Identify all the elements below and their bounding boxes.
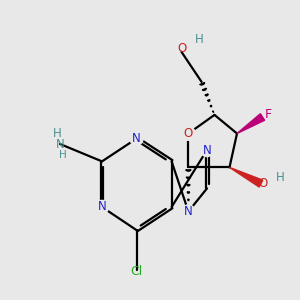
Polygon shape — [188, 207, 189, 208]
Text: H: H — [59, 150, 67, 161]
Circle shape — [182, 127, 195, 140]
Polygon shape — [208, 100, 210, 101]
Text: N: N — [56, 137, 64, 151]
Text: O: O — [177, 42, 186, 56]
Polygon shape — [205, 94, 208, 96]
Polygon shape — [186, 170, 191, 171]
Text: N: N — [132, 132, 141, 145]
Text: N: N — [98, 200, 106, 214]
Text: H: H — [276, 171, 285, 184]
Text: O: O — [259, 177, 268, 190]
Polygon shape — [213, 111, 214, 112]
Polygon shape — [210, 105, 212, 107]
Circle shape — [182, 205, 195, 218]
Text: Cl: Cl — [130, 265, 142, 278]
Polygon shape — [188, 199, 189, 200]
Polygon shape — [237, 114, 265, 134]
Text: H: H — [52, 127, 62, 140]
Polygon shape — [202, 88, 206, 91]
Polygon shape — [230, 167, 263, 187]
Text: F: F — [264, 108, 272, 121]
Circle shape — [200, 143, 214, 157]
Text: O: O — [184, 127, 193, 140]
Polygon shape — [187, 192, 190, 193]
Circle shape — [130, 132, 143, 145]
Circle shape — [182, 127, 195, 140]
Polygon shape — [187, 184, 190, 186]
Polygon shape — [186, 177, 191, 178]
Text: H: H — [194, 33, 203, 46]
Text: N: N — [202, 143, 211, 157]
Polygon shape — [200, 82, 205, 85]
Text: N: N — [184, 205, 193, 218]
Circle shape — [95, 200, 109, 214]
